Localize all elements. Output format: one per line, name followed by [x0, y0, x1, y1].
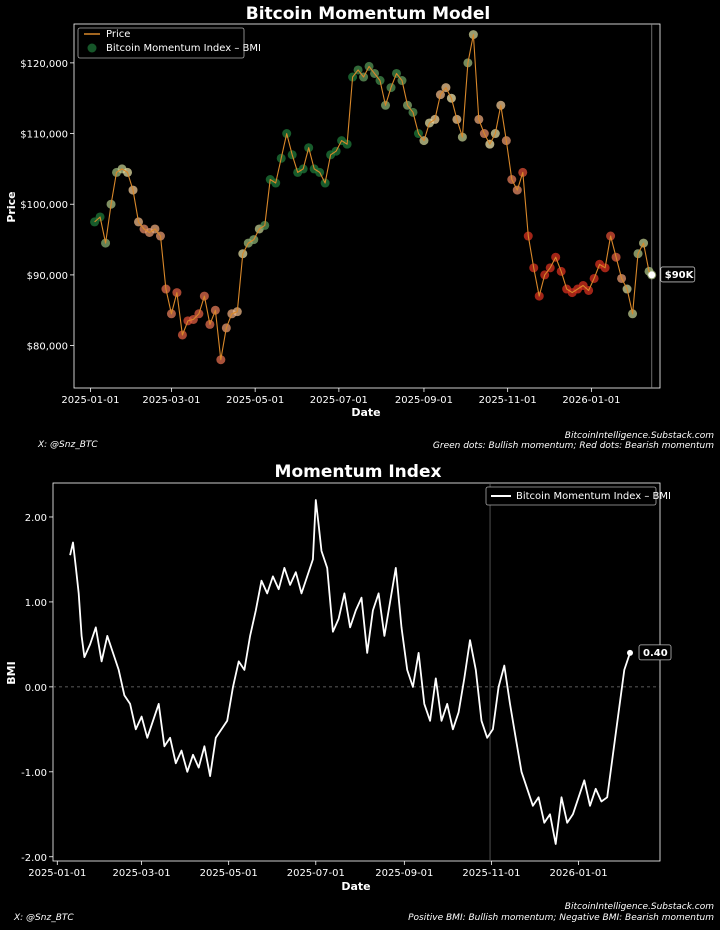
y-tick-label: -2.00	[21, 853, 47, 864]
y-tick-label: 2.00	[25, 513, 47, 524]
y-tick-label: $110,000	[20, 130, 68, 141]
y-tick-label: 1.00	[25, 598, 47, 609]
price-x-axis-label: Date	[351, 406, 380, 419]
bmi-chart-frame	[52, 482, 661, 862]
bmi-y-axis-label: BMI	[5, 661, 18, 684]
x-tick-label: 2025-11-01	[462, 868, 520, 879]
x-tick-label: 2025-01-01	[61, 395, 119, 406]
footer-bottom-right-1: BitcoinIntelligence.Substack.com	[565, 902, 714, 912]
legend-bmi-line-label: Bitcoin Momentum Index – BMI	[516, 491, 671, 502]
price-series-line	[94, 34, 653, 361]
y-tick-label: $90,000	[27, 271, 68, 282]
price-chart-frame	[73, 23, 661, 389]
legend-bmi-swatch	[87, 43, 97, 53]
y-tick-label: $80,000	[27, 342, 68, 353]
price-chart-title: Bitcoin Momentum Model	[246, 4, 490, 24]
bmi-y-ticks: -2.00 -1.00 0.00 1.00 2.00	[21, 513, 53, 864]
footer-top-right-2: Green dots: Bullish momentum; Red dots: …	[433, 441, 714, 451]
y-tick-label: $100,000	[20, 200, 68, 211]
x-tick-label: 2025-01-01	[28, 868, 86, 879]
price-y-axis-label: Price	[5, 191, 18, 222]
legend-price-label: Price	[106, 29, 130, 40]
y-tick-label: 0.00	[25, 683, 47, 694]
x-tick-label: 2026-01-01	[562, 395, 620, 406]
price-end-dot	[648, 271, 656, 279]
x-tick-label: 2025-09-01	[395, 395, 453, 406]
price-legend: Price Bitcoin Momentum Index – BMI	[77, 27, 261, 59]
bmi-legend: Bitcoin Momentum Index – BMI	[485, 486, 671, 506]
price-chart: Bitcoin Momentum Model 2025-01-01 2025-03…	[5, 4, 696, 419]
x-tick-label: 2025-07-01	[287, 868, 345, 879]
footer-bottom-left: X: @Snz_BTC	[13, 913, 74, 923]
bmi-x-ticks: 2025-01-01 2025-03-01 2025-05-01 2025-07-01…	[28, 861, 608, 879]
price-y-ticks: $80,000 $90,000 $100,000 $110,000 $120,000	[20, 59, 74, 353]
x-tick-label: 2025-09-01	[375, 868, 433, 879]
footer-top-left: X: @Snz_BTC	[37, 440, 98, 450]
x-tick-label: 2026-01-01	[550, 868, 608, 879]
bmi-line	[69, 499, 631, 845]
bmi-end-label-text: 0.40	[643, 648, 668, 659]
x-tick-label: 2025-05-01	[200, 868, 258, 879]
legend-bmi-label: Bitcoin Momentum Index – BMI	[106, 43, 261, 54]
bmi-chart: Momentum Index 2025-01-01 2025-03-01 2025-…	[5, 462, 672, 893]
price-x-ticks: 2025-01-01 2025-03-01 2025-05-01 2025-07-01…	[61, 388, 620, 406]
bmi-x-axis-label: Date	[341, 880, 370, 893]
y-tick-label: $120,000	[20, 59, 68, 70]
price-end-label-text: $90K	[665, 270, 695, 281]
bmi-end-dot	[627, 649, 634, 656]
price-line	[94, 34, 653, 361]
bmi-end-label: 0.40	[638, 644, 672, 661]
x-tick-label: 2025-03-01	[112, 868, 170, 879]
x-tick-label: 2025-11-01	[479, 395, 537, 406]
footer-bottom-right-2: Positive BMI: Bullish momentum; Negative…	[408, 913, 714, 923]
price-end-label: $90K	[660, 266, 696, 283]
x-tick-label: 2025-03-01	[142, 395, 200, 406]
x-tick-label: 2025-07-01	[310, 395, 368, 406]
bmi-chart-title: Momentum Index	[275, 462, 442, 482]
bmi-series-line	[69, 499, 631, 845]
footer-top-right-1: BitcoinIntelligence.Substack.com	[565, 431, 714, 441]
x-tick-label: 2025-05-01	[226, 395, 284, 406]
y-tick-label: -1.00	[21, 768, 47, 779]
